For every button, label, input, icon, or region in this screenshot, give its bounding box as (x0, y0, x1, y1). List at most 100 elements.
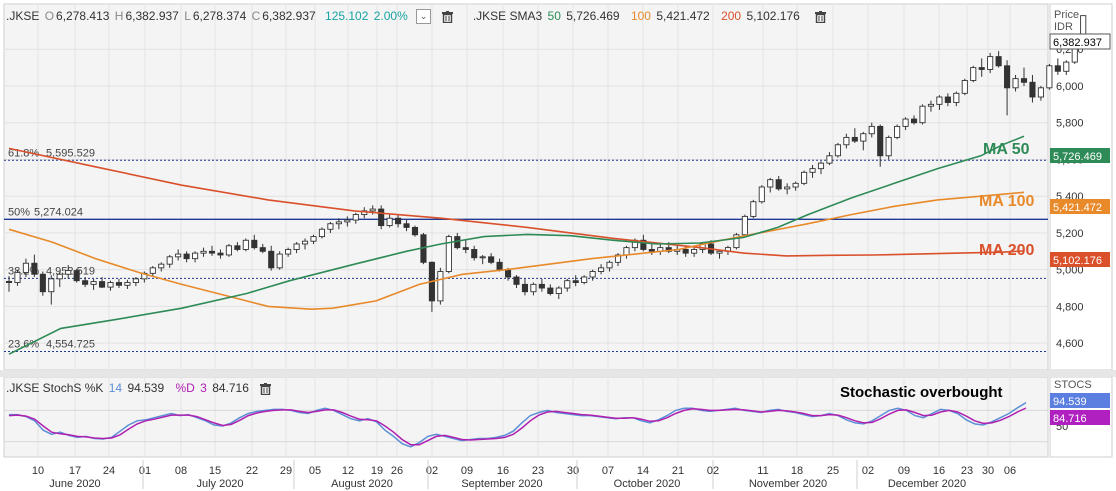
candle-body (564, 280, 571, 289)
trash-icon[interactable] (815, 10, 827, 23)
candle-body (208, 250, 216, 254)
change-value: 125.102 (325, 9, 369, 23)
candle-body (995, 56, 1002, 67)
candle-body (606, 261, 613, 269)
ma100-annotation: MA 100 (979, 193, 1035, 210)
candle-body (843, 136, 850, 146)
candle-body (124, 282, 131, 286)
price-tick-label: 6,000 (1056, 81, 1084, 93)
x-tick-label: 11 (757, 465, 768, 477)
x-month-label: November 2020 (749, 478, 827, 490)
candle-body (327, 223, 334, 230)
candle-body (953, 92, 960, 103)
x-tick-label: 14 (637, 465, 649, 477)
candle-body (817, 162, 825, 170)
candle-body (919, 105, 926, 124)
x-tick-label: 09 (461, 465, 473, 477)
candle-body (403, 223, 410, 228)
stoch-plot-area (3, 376, 1049, 458)
open-value: 6,278.413 (56, 9, 110, 23)
candle-body (936, 96, 943, 105)
x-tick-label: 07 (602, 465, 614, 477)
candle-body (276, 253, 283, 269)
stoch-k-badge: 94.539 (1053, 396, 1087, 408)
close-label: C (251, 9, 261, 23)
candle-body (1046, 65, 1053, 89)
candle-body (48, 278, 55, 293)
price-tick-label: 4,600 (1056, 338, 1084, 350)
candle-body (335, 221, 342, 225)
fib-value-label: 5,595.529 (46, 147, 95, 159)
sma100-period: 100 (630, 9, 651, 23)
candle-body (5, 280, 13, 283)
candle-body (411, 226, 419, 236)
candle-body (65, 270, 72, 275)
x-tick-label: 10 (32, 465, 44, 477)
candle-body (521, 283, 529, 293)
candle-body (183, 253, 190, 260)
candle-body (902, 118, 909, 127)
candle-body (395, 217, 402, 225)
candle-body (741, 215, 748, 236)
x-tick-label: 05 (309, 465, 321, 477)
chevron-down-icon[interactable]: ⌄ (416, 9, 432, 25)
ma100-badge-bg (1050, 199, 1110, 214)
candle-body (504, 269, 512, 278)
x-tick-label: 21 (672, 465, 684, 477)
ma50-badge-bg (1050, 148, 1110, 163)
candle-body (386, 217, 393, 227)
stoch-d-label: %D (175, 381, 195, 395)
price-tick-label: 5,800 (1056, 118, 1084, 130)
candle-body (716, 250, 723, 254)
close-value: 6,382.937 (262, 9, 316, 23)
candle-body (285, 249, 292, 255)
x-month-label: June 2020 (49, 478, 100, 490)
candle-body (82, 280, 89, 285)
candle-body (851, 136, 858, 142)
x-tick-label: 26 (391, 465, 403, 477)
x-tick-label: 15 (209, 465, 221, 477)
candle-body (344, 219, 351, 223)
x-tick-label: 29 (280, 465, 292, 477)
ma100-line (8, 191, 1025, 311)
candle-body (445, 236, 452, 272)
x-tick-label: 02 (426, 465, 438, 477)
high-label: H (114, 9, 124, 23)
trash-icon[interactable] (260, 382, 272, 395)
trash-icon[interactable] (442, 10, 454, 23)
x-month-label: December 2020 (888, 478, 966, 490)
price-plot-area (3, 3, 1049, 371)
low-value: 6,278.374 (192, 9, 247, 23)
fib-level-label: 23.6% (8, 338, 39, 350)
stoch-d-badge-bg (1050, 410, 1110, 425)
candle-body (758, 186, 765, 203)
candle-body (894, 125, 901, 138)
x-tick-label: 16 (933, 465, 945, 477)
x-tick-label: 09 (898, 465, 910, 477)
stoch-axis-title: STOCS (1054, 379, 1092, 391)
x-tick-label: 22 (246, 465, 258, 477)
low-label: L (184, 9, 191, 23)
candle-body (217, 252, 224, 256)
candle-body (132, 278, 139, 283)
candle-body (691, 249, 698, 254)
x-month-label: July 2020 (196, 478, 243, 490)
candle-body (1012, 78, 1019, 89)
candle-body (496, 261, 503, 271)
candle-body (14, 271, 21, 283)
ma50-annotation: MA 50 (983, 141, 1030, 158)
price-legend: .JKSE O 6,278.413 H 6,382.937 L 6,278.374 C… (6, 9, 828, 25)
candle-body (775, 179, 782, 190)
ma200-line (8, 147, 1025, 257)
candle-body (614, 254, 622, 263)
candle-body (987, 56, 994, 70)
axis-title: Price (1054, 9, 1079, 21)
candle-body (166, 256, 173, 265)
panel-separator (0, 370, 1116, 377)
candle-body (1054, 65, 1061, 72)
price-axis-area (1049, 3, 1113, 371)
candle-body (1029, 81, 1036, 98)
sma100-value: 5,421.472 (656, 9, 710, 23)
